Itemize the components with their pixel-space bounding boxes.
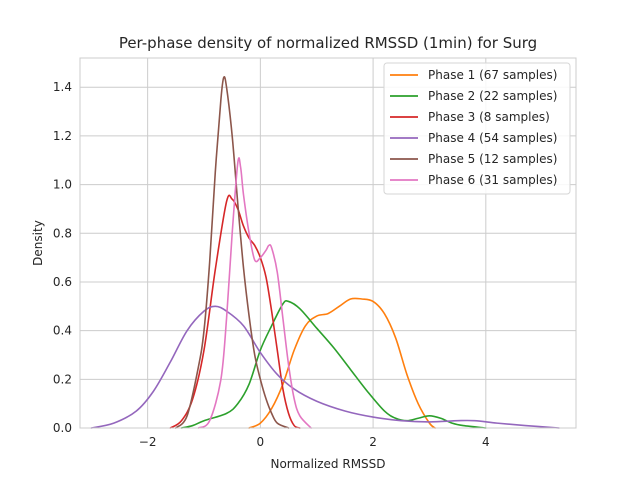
y-tick-label: 1.4 (53, 80, 72, 94)
chart-title: Per-phase density of normalized RMSSD (1… (119, 34, 537, 52)
x-tick-label: 0 (257, 435, 265, 449)
x-tick-label: 4 (482, 435, 490, 449)
y-tick-label: 0.8 (53, 226, 72, 240)
y-axis-label: Density (31, 220, 45, 266)
density-curve-phase-4 (90, 305, 560, 429)
legend-label-phase-4: Phase 4 (54 samples) (428, 131, 557, 145)
y-tick-label: 0.0 (53, 421, 72, 435)
plot-frame (79, 57, 577, 429)
x-tick-label: 2 (369, 435, 377, 449)
curve-layer (90, 75, 560, 429)
legend: Phase 1 (67 samples) Phase 2 (22 samples)… (383, 62, 571, 195)
x-tick-label: −2 (139, 435, 157, 449)
density-curve-phase-2 (180, 299, 487, 429)
y-tick-label: 1.0 (53, 178, 72, 192)
legend-label-phase-6: Phase 6 (31 samples) (428, 173, 557, 187)
y-tick-label: 1.2 (53, 129, 72, 143)
y-tick-label: 0.4 (53, 324, 72, 338)
legend-label-phase-2: Phase 2 (22 samples) (428, 89, 557, 103)
legend-box (383, 62, 571, 195)
y-tick-label: 0.2 (53, 372, 72, 386)
density-curve-phase-3 (169, 194, 301, 429)
density-curve-phase-1 (248, 297, 436, 429)
x-axis-label: Normalized RMSSD (270, 457, 385, 471)
legend-label-phase-1: Phase 1 (67 samples) (428, 68, 557, 82)
legend-label-phase-5: Phase 5 (12 samples) (428, 152, 557, 166)
y-tick-label: 0.6 (53, 275, 72, 289)
density-curve-phase-5 (175, 75, 290, 429)
legend-label-phase-3: Phase 3 (8 samples) (428, 110, 550, 124)
density-curve-phase-6 (197, 157, 312, 429)
tick-layer: −2 0 2 4 0.0 0.2 0.4 0.6 0.8 1.0 1.2 1.4 (53, 80, 490, 449)
